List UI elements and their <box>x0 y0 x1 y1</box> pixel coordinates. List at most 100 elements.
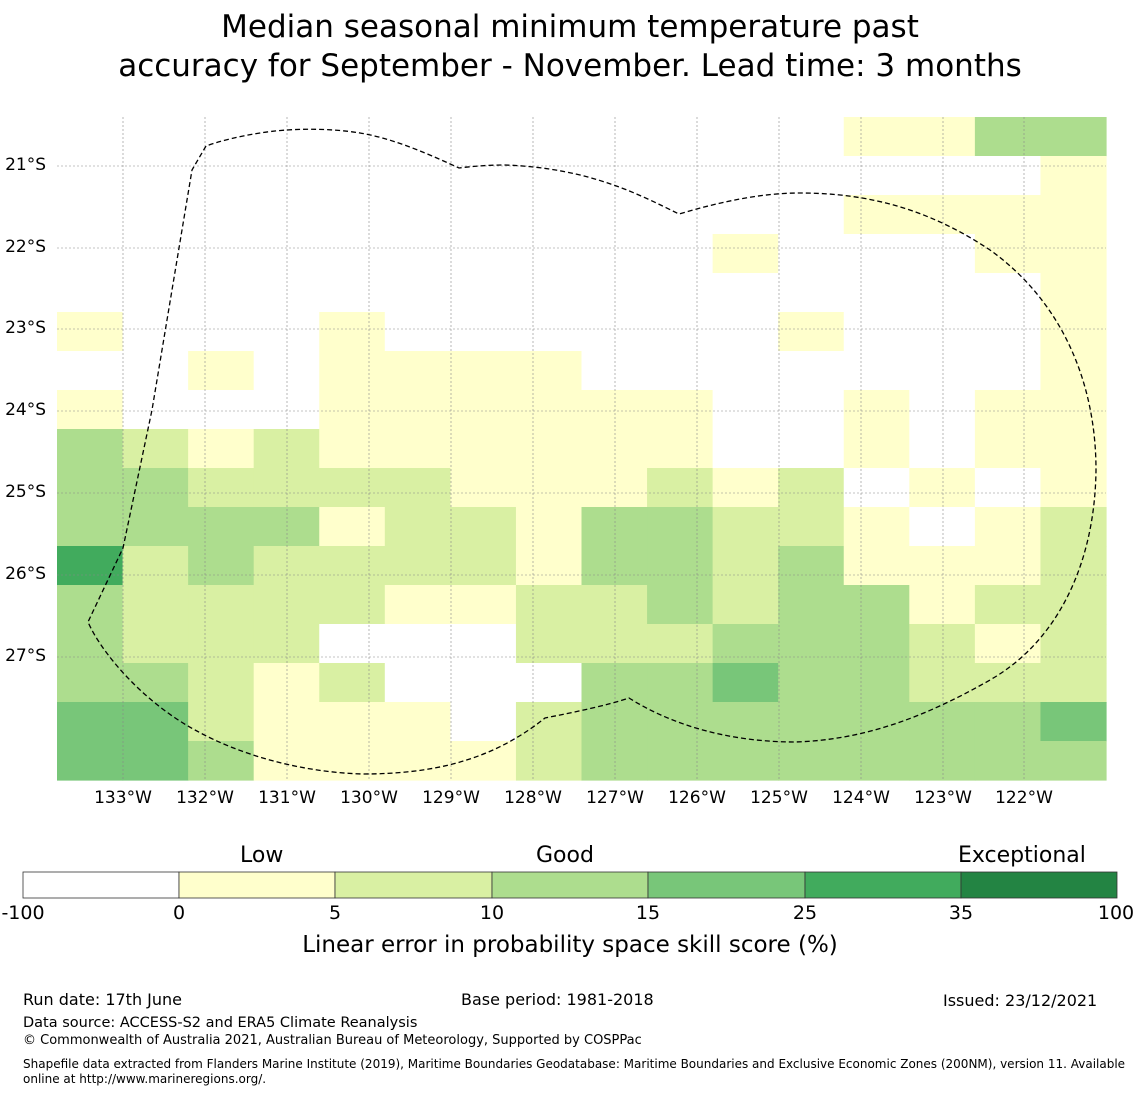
latitude-label: 26°S <box>5 564 46 584</box>
grid-cell <box>122 234 189 274</box>
grid-cell <box>843 546 910 586</box>
grid-cell <box>515 663 583 703</box>
grid-cell <box>581 195 648 235</box>
grid-cell <box>122 663 189 703</box>
grid-cell <box>122 390 189 430</box>
grid-cell <box>974 117 1042 157</box>
grid-cell <box>843 390 910 430</box>
grid-cell <box>974 273 1042 313</box>
longitude-label: 125°W <box>750 788 808 808</box>
shapefile-credit-line2: online at http://www.marineregions.org/. <box>23 1072 267 1086</box>
grid-cell <box>909 663 976 703</box>
grid-cell <box>712 273 779 313</box>
grid-cell <box>384 156 451 196</box>
grid-cell <box>384 117 451 157</box>
grid-cell <box>1040 702 1107 742</box>
grid-cell <box>712 546 779 586</box>
grid-cell <box>1040 390 1107 430</box>
grid-cell <box>974 351 1042 391</box>
grid-cell <box>188 702 255 742</box>
longitude-label: 132°W <box>176 788 234 808</box>
grid-cell <box>647 156 714 196</box>
grid-cell <box>647 663 714 703</box>
grid-cell <box>712 234 779 274</box>
grid-cell <box>57 741 124 781</box>
grid-cell <box>909 312 976 352</box>
colorbar-segment <box>178 871 336 899</box>
grid-cell <box>712 429 779 469</box>
longitude-label: 122°W <box>995 788 1053 808</box>
grid-cell <box>581 390 648 430</box>
grid-cell <box>647 117 714 157</box>
grid-cell <box>450 702 517 742</box>
grid-cell <box>57 507 124 547</box>
grid-cell <box>843 741 910 781</box>
grid-cell <box>909 117 976 157</box>
grid-cell <box>188 429 255 469</box>
grid-cell <box>515 351 583 391</box>
grid-cell <box>188 741 255 781</box>
grid-cell <box>712 585 779 625</box>
grid-cell <box>57 624 124 664</box>
grid-cell <box>122 429 189 469</box>
grid-cell <box>843 351 910 391</box>
grid-cell <box>909 273 976 313</box>
grid-cell <box>647 273 714 313</box>
grid-cell <box>515 195 583 235</box>
grid-cell <box>57 156 124 196</box>
grid-cell <box>384 273 451 313</box>
grid-cell <box>778 741 845 781</box>
grid-cell <box>188 273 255 313</box>
colorbar-tick: 35 <box>948 902 974 924</box>
grid-cell <box>188 312 255 352</box>
grid-cell <box>974 429 1042 469</box>
grid-cell <box>57 390 124 430</box>
grid-cell <box>712 702 779 742</box>
grid-cell <box>319 624 386 664</box>
skill-grid <box>57 117 1107 781</box>
grid-cell <box>319 312 386 352</box>
grid-cell <box>319 663 386 703</box>
grid-cell <box>188 351 255 391</box>
grid-cell <box>1040 546 1107 586</box>
grid-cell <box>450 312 517 352</box>
colorbar-tick: 10 <box>479 902 505 924</box>
grid-cell <box>712 195 779 235</box>
grid-cell <box>778 585 845 625</box>
grid-cell <box>319 702 386 742</box>
colorbar-category-good: Good <box>536 843 594 868</box>
colorbar-category-exceptional: Exceptional <box>958 843 1086 868</box>
grid-cell <box>1040 273 1107 313</box>
grid-cell <box>647 741 714 781</box>
grid-cell <box>384 585 451 625</box>
grid-cell <box>384 390 451 430</box>
grid-cell <box>319 273 386 313</box>
grid-cell <box>57 195 124 235</box>
grid-cell <box>712 624 779 664</box>
grid-cell <box>909 585 976 625</box>
grid-cell <box>1040 741 1107 781</box>
grid-cell <box>122 624 189 664</box>
grid-cell <box>778 390 845 430</box>
grid-cell <box>319 546 386 586</box>
grid-cell <box>1040 234 1107 274</box>
grid-cell <box>843 624 910 664</box>
grid-cell <box>843 234 910 274</box>
grid-cell <box>581 624 648 664</box>
grid-cell <box>712 468 779 508</box>
grid-cell <box>778 273 845 313</box>
grid-cell <box>319 585 386 625</box>
grid-cell <box>57 273 124 313</box>
grid-cell <box>450 585 517 625</box>
grid-cell <box>319 156 386 196</box>
grid-cell <box>778 468 845 508</box>
grid-cell <box>515 468 583 508</box>
grid-cell <box>712 390 779 430</box>
grid-cell <box>1040 663 1107 703</box>
grid-cell <box>515 585 583 625</box>
grid-cell <box>1040 156 1107 196</box>
grid-cell <box>57 234 124 274</box>
grid-cell <box>1040 117 1107 157</box>
grid-cell <box>974 468 1042 508</box>
